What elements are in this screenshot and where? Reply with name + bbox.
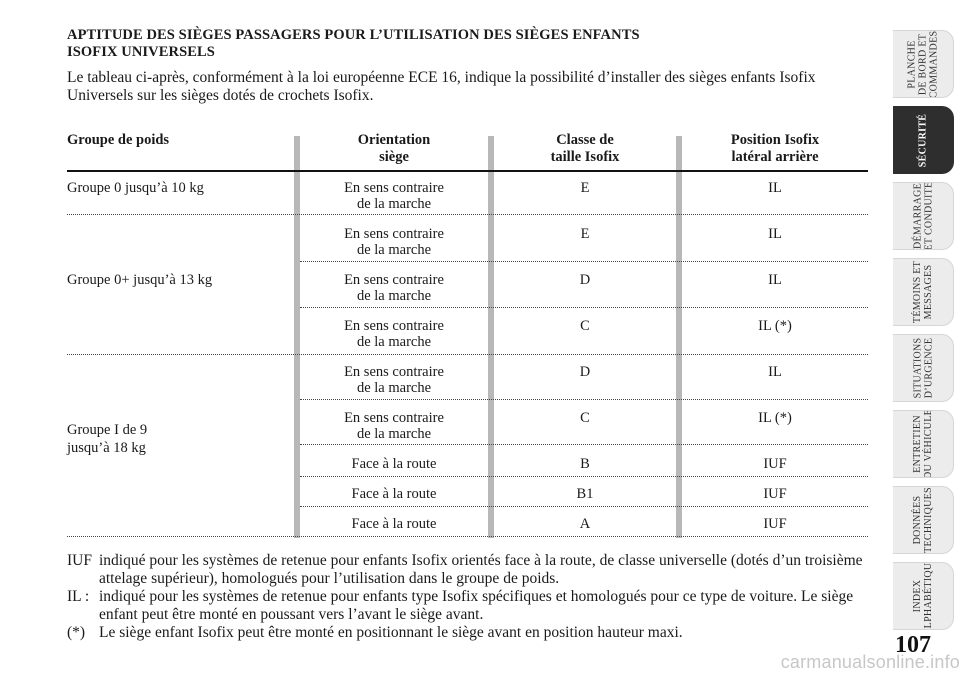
row-separator bbox=[300, 307, 868, 308]
tab-label: ENTRETIEN DU VÉHICULE bbox=[912, 410, 934, 478]
class-cell: C bbox=[580, 318, 590, 334]
orientation-cell: En sens contraire de la marche bbox=[344, 180, 444, 212]
tab-label: SÉCURITÉ bbox=[917, 113, 929, 167]
row-separator bbox=[300, 444, 868, 445]
row-separator bbox=[300, 476, 868, 477]
tab-securite[interactable]: SÉCURITÉ bbox=[893, 106, 954, 174]
orientation-cell: En sens contraire de la marche bbox=[344, 410, 444, 442]
orientation-cell: En sens contraire de la marche bbox=[344, 364, 444, 396]
group-label: Groupe 0+ jusqu’à 13 kg bbox=[67, 272, 213, 288]
class-cell: E bbox=[580, 226, 590, 242]
note-il: IL : indiqué pour les systèmes de retenu… bbox=[67, 588, 867, 623]
class-cell: B bbox=[580, 456, 590, 472]
tab-index[interactable]: INDEX ALPHABÉTIQUE bbox=[893, 562, 954, 630]
class-cell: B1 bbox=[576, 486, 594, 502]
orientation-cell: Face à la route bbox=[351, 456, 437, 472]
tab-label: PLANCHE DE BORD ET COMMANDES bbox=[906, 30, 940, 98]
tab-planche-de-bord[interactable]: PLANCHE DE BORD ET COMMANDES bbox=[893, 30, 954, 98]
tab-entretien[interactable]: ENTRETIEN DU VÉHICULE bbox=[893, 410, 954, 478]
footnotes: IUF indiqué pour les systèmes de retenue… bbox=[67, 552, 867, 643]
position-cell: IL (*) bbox=[758, 410, 792, 426]
row-separator bbox=[300, 399, 868, 400]
position-cell: IUF bbox=[763, 456, 787, 472]
note-key: IUF bbox=[67, 552, 92, 569]
page-number: 107 bbox=[895, 632, 931, 658]
tab-label: SITUATIONS D’URGENCE bbox=[912, 337, 934, 399]
group-separator bbox=[67, 354, 868, 355]
class-cell: D bbox=[579, 364, 591, 380]
row-separator bbox=[300, 506, 868, 507]
orientation-cell: Face à la route bbox=[351, 486, 437, 502]
tab-demarrage[interactable]: DÉMARRAGE ET CONDUITE bbox=[893, 182, 954, 250]
orientation-cell: En sens contraire de la marche bbox=[344, 272, 444, 304]
note-star: (*) Le siège enfant Isofix peut être mon… bbox=[67, 624, 867, 642]
header-orientation: Orientation siège bbox=[357, 132, 431, 165]
group-label: Groupe 0 jusqu’à 10 kg bbox=[67, 180, 204, 196]
header-position: Position Isofix latéral arrière bbox=[730, 132, 820, 165]
tab-label: DÉMARRAGE ET CONDUITE bbox=[912, 182, 935, 250]
column-separator bbox=[676, 136, 682, 538]
column-separator bbox=[488, 136, 494, 538]
position-cell: IL bbox=[768, 226, 782, 242]
group-separator bbox=[67, 536, 868, 537]
orientation-cell: En sens contraire de la marche bbox=[344, 226, 444, 258]
position-cell: IL (*) bbox=[758, 318, 792, 334]
tab-donnees[interactable]: DONNÉES TECHNIQUES bbox=[893, 486, 954, 554]
position-cell: IL bbox=[768, 272, 782, 288]
group-label: jusqu’à 18 kg bbox=[67, 440, 146, 456]
position-cell: IL bbox=[768, 364, 782, 380]
group-separator bbox=[67, 214, 868, 215]
note-text: indiqué pour les systèmes de retenue pou… bbox=[99, 588, 854, 623]
header-group: Groupe de poids bbox=[67, 132, 170, 148]
note-key: (*) bbox=[67, 624, 86, 641]
section-heading: APTITUDE DES SIÈGES PASSAGERS POUR L’UTI… bbox=[67, 27, 867, 61]
note-text: Le siège enfant Isofix peut être monté e… bbox=[99, 624, 683, 641]
column-separator bbox=[294, 136, 300, 538]
position-cell: IUF bbox=[763, 516, 787, 532]
watermark: carmanualsonline.info bbox=[780, 652, 960, 672]
tab-label: INDEX ALPHABÉTIQUE bbox=[912, 562, 934, 630]
tab-label: DONNÉES TECHNIQUES bbox=[912, 487, 934, 553]
header-class: Classe de taille Isofix bbox=[550, 132, 620, 165]
intro-paragraph: Le tableau ci-après, conformément à la l… bbox=[67, 69, 816, 104]
class-cell: E bbox=[580, 180, 590, 196]
class-cell: A bbox=[579, 516, 591, 532]
position-cell: IL bbox=[768, 180, 782, 196]
note-text: indiqué pour les systèmes de retenue pou… bbox=[99, 552, 863, 587]
class-cell: C bbox=[580, 410, 590, 426]
heading-line-1: APTITUDE DES SIÈGES PASSAGERS POUR L’UTI… bbox=[67, 27, 640, 43]
position-cell: IUF bbox=[763, 486, 787, 502]
class-cell: D bbox=[579, 272, 591, 288]
group-label: Groupe I de 9 bbox=[67, 422, 148, 438]
orientation-cell: En sens contraire de la marche bbox=[344, 318, 444, 350]
note-iuf: IUF indiqué pour les systèmes de retenue… bbox=[67, 552, 867, 587]
note-key: IL : bbox=[67, 588, 90, 605]
isofix-table: Groupe de poids Orientation siège Classe… bbox=[67, 130, 868, 538]
tab-situations[interactable]: SITUATIONS D’URGENCE bbox=[893, 334, 954, 402]
tab-label: TÉMOINS ET MESSAGES bbox=[912, 260, 935, 324]
row-separator bbox=[300, 261, 868, 262]
header-rule bbox=[67, 170, 868, 172]
heading-line-2: ISOFIX UNIVERSELS bbox=[67, 44, 215, 60]
tab-temoins[interactable]: TÉMOINS ET MESSAGES bbox=[893, 258, 954, 326]
orientation-cell: Face à la route bbox=[351, 516, 437, 532]
